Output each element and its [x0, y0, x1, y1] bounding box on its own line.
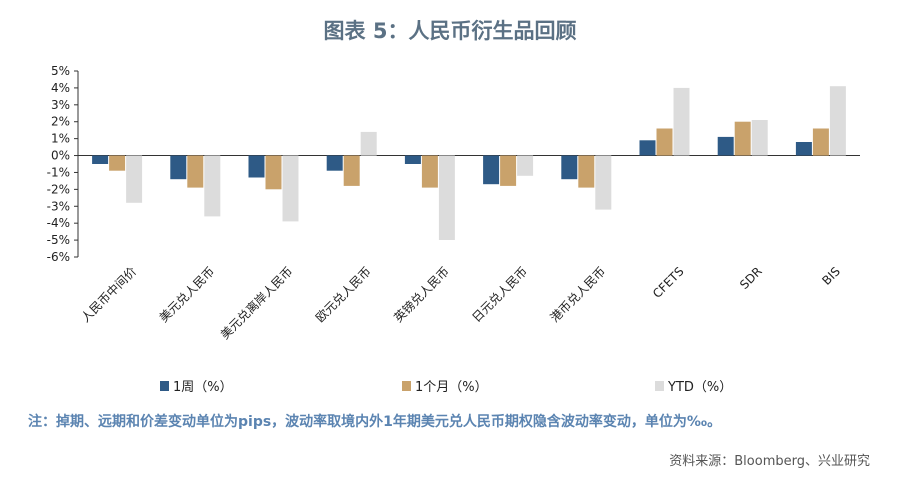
x-category-label: BIS	[819, 264, 843, 288]
x-category-label: 英镑兑人民币	[390, 264, 452, 326]
bar-series2-9	[734, 121, 751, 156]
bar-series2-2	[187, 155, 204, 188]
y-tick-label: 0%	[51, 149, 70, 163]
chart-note: 注：掉期、远期和价差变动单位为pips，波动率取境内外1年期美元兑人民币期权隐含…	[28, 413, 721, 430]
bar-series3-8	[673, 87, 690, 156]
legend-swatch-2	[402, 381, 411, 391]
bar-series3-10	[829, 86, 846, 156]
bar-series1-8	[639, 140, 656, 156]
legend-label-1: 1周（%）	[173, 380, 233, 395]
y-tick-label: -1%	[47, 165, 70, 179]
y-tick-label: 2%	[51, 115, 70, 129]
bar-series3-2	[204, 155, 221, 217]
y-tick-label: 5%	[51, 64, 70, 78]
bar-series1-2	[170, 155, 187, 180]
legend-label-2: 1个月（%）	[415, 380, 488, 395]
bar-series1-7	[561, 155, 578, 180]
chart-source: 资料来源：Bloomberg、兴业研究	[669, 454, 870, 469]
bar-series1-6	[483, 155, 500, 185]
bar-series3-3	[282, 155, 299, 222]
x-category-label: 美元兑离岸人民币	[217, 264, 295, 342]
bar-series2-8	[656, 128, 673, 156]
legend: 1周（%） 1个月（%） YTD（%）	[160, 380, 732, 395]
y-tick-label: 1%	[51, 132, 70, 146]
x-category-label: SDR	[737, 264, 765, 292]
legend-label-3: YTD（%）	[667, 380, 732, 395]
x-labels: 人民币中间价 美元兑人民币 美元兑离岸人民币 欧元兑人民币 英镑兑人民币 日元兑人民币 港币…	[78, 264, 843, 342]
bar-series2-4	[343, 155, 360, 186]
y-axis: -6% -5% -4% -3% -2% -1% 0% 1% 2% 3% 4% 5%	[47, 64, 860, 264]
bar-series2-3	[265, 155, 282, 190]
bar-series3-6	[517, 155, 534, 176]
bar-series2-7	[578, 155, 595, 188]
x-category-label: 欧元兑人民币	[313, 264, 374, 325]
bar-series2-5	[421, 155, 438, 188]
bar-series1-1	[92, 155, 109, 164]
y-tick-label: -4%	[47, 216, 70, 230]
bars	[92, 86, 846, 240]
bar-series1-5	[404, 155, 421, 164]
y-tick-label: -5%	[47, 233, 70, 247]
bar-series1-3	[248, 155, 265, 178]
y-tick-label: -6%	[47, 250, 70, 264]
bar-series3-1	[126, 155, 143, 203]
bar-series3-5	[438, 155, 455, 240]
bar-series1-4	[326, 155, 343, 171]
bar-series1-10	[795, 142, 812, 156]
legend-swatch-3	[655, 381, 664, 391]
x-category-label: 人民币中间价	[78, 264, 140, 326]
y-tick-label: 3%	[51, 98, 70, 112]
x-category-label: 美元兑人民币	[157, 264, 218, 325]
bar-series3-7	[595, 155, 612, 210]
bar-series2-10	[812, 128, 829, 156]
bar-series3-4	[360, 131, 377, 156]
legend-swatch-1	[160, 381, 169, 391]
x-category-label: 日元兑人民币	[469, 264, 530, 325]
y-tick-label: -2%	[47, 182, 70, 196]
bar-series2-1	[109, 155, 126, 171]
y-tick-label: 4%	[51, 81, 70, 95]
bar-series3-9	[751, 120, 768, 156]
x-category-label: CFETS	[650, 264, 687, 301]
y-tick-label: -3%	[47, 199, 70, 213]
chart-title: 图表 5：人民币衍生品回顾	[324, 19, 577, 43]
bar-series2-6	[500, 155, 517, 186]
bar-series1-9	[717, 136, 734, 156]
x-category-label: 港币兑人民币	[548, 264, 609, 325]
